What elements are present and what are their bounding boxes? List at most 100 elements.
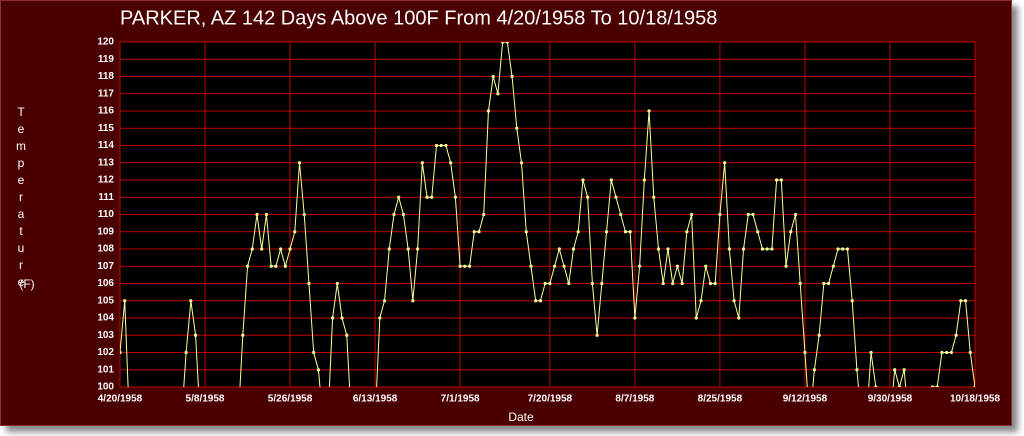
- point: [378, 316, 382, 320]
- y-axis-unit: (F): [19, 277, 35, 291]
- point: [751, 212, 755, 217]
- point: [642, 178, 646, 182]
- point: [638, 264, 642, 268]
- point: [628, 230, 632, 234]
- point: [798, 281, 802, 286]
- point: [472, 230, 476, 234]
- y-tick-label: 107: [97, 261, 114, 272]
- point: [562, 264, 566, 268]
- point: [505, 42, 509, 44]
- point: [633, 316, 637, 320]
- point: [718, 212, 722, 217]
- point: [704, 264, 708, 268]
- point: [288, 247, 292, 251]
- x-tick-label: 5/8/1958: [186, 394, 225, 405]
- point: [945, 350, 949, 355]
- point: [784, 264, 788, 268]
- point: [770, 247, 774, 251]
- x-tick-label: 9/30/1958: [868, 394, 913, 405]
- point: [600, 281, 604, 286]
- point: [269, 264, 273, 268]
- point: [699, 299, 703, 303]
- point: [586, 195, 590, 199]
- point: [874, 385, 878, 387]
- y-tick-label: 106: [97, 278, 114, 289]
- point: [619, 212, 623, 217]
- point: [260, 247, 264, 251]
- point: [449, 161, 453, 165]
- point: [184, 350, 188, 355]
- y-tick-label: 119: [98, 54, 115, 65]
- point: [850, 299, 854, 303]
- point: [760, 247, 765, 251]
- point: [316, 368, 320, 372]
- y-tick-label: 104: [97, 313, 114, 324]
- point: [330, 316, 335, 320]
- point: [387, 247, 391, 251]
- y-tick-label: 118: [98, 71, 115, 82]
- point: [123, 299, 127, 303]
- point: [491, 74, 495, 79]
- point: [779, 178, 783, 182]
- y-tick-label: 110: [98, 209, 115, 220]
- y-tick-label: 103: [97, 330, 114, 341]
- point: [713, 281, 717, 286]
- point: [836, 247, 840, 251]
- point: [458, 264, 462, 268]
- point: [241, 333, 245, 337]
- point: [274, 264, 278, 268]
- point: [515, 126, 519, 130]
- x-tick-label: 4/20/1958: [98, 394, 143, 405]
- point: [949, 350, 953, 355]
- point: [708, 281, 713, 286]
- point: [604, 230, 609, 234]
- x-axis-label: Date: [508, 410, 534, 424]
- point: [737, 316, 741, 320]
- point: [765, 247, 769, 251]
- y-tick-label: 113: [98, 157, 115, 168]
- point: [444, 143, 448, 148]
- point: [382, 299, 387, 303]
- x-tick-label: 10/18/1958: [950, 394, 1000, 405]
- point: [345, 333, 349, 337]
- point: [453, 195, 457, 199]
- x-tick-label: 8/7/1958: [615, 394, 654, 405]
- point: [746, 212, 750, 217]
- y-tick-label: 115: [98, 123, 115, 134]
- point: [841, 247, 845, 251]
- point: [590, 281, 594, 286]
- y-tick-label: 109: [97, 226, 114, 237]
- point: [534, 299, 538, 303]
- point: [954, 333, 958, 337]
- point: [524, 230, 528, 234]
- point: [245, 264, 250, 268]
- point: [656, 247, 661, 251]
- point: [571, 247, 576, 251]
- x-tick-label: 5/26/1958: [268, 394, 313, 405]
- point: [793, 212, 798, 217]
- point: [581, 178, 585, 182]
- point: [392, 212, 396, 217]
- y-tick-label: 112: [98, 175, 115, 186]
- point: [666, 247, 670, 251]
- point: [609, 178, 613, 182]
- point: [963, 299, 968, 303]
- point: [812, 368, 816, 372]
- point: [411, 299, 415, 303]
- point: [340, 316, 344, 320]
- y-tick-label: 120: [97, 37, 114, 48]
- y-tick-label: 105: [97, 295, 114, 306]
- x-tick-label: 7/20/1958: [528, 394, 573, 405]
- point: [430, 195, 434, 199]
- point: [968, 350, 972, 355]
- point: [675, 264, 680, 268]
- point: [845, 247, 850, 251]
- point: [519, 161, 524, 165]
- point: [902, 368, 906, 372]
- point: [401, 212, 406, 217]
- y-tick-label: 114: [98, 140, 115, 151]
- point: [415, 247, 420, 251]
- point: [567, 281, 571, 286]
- point: [264, 212, 269, 217]
